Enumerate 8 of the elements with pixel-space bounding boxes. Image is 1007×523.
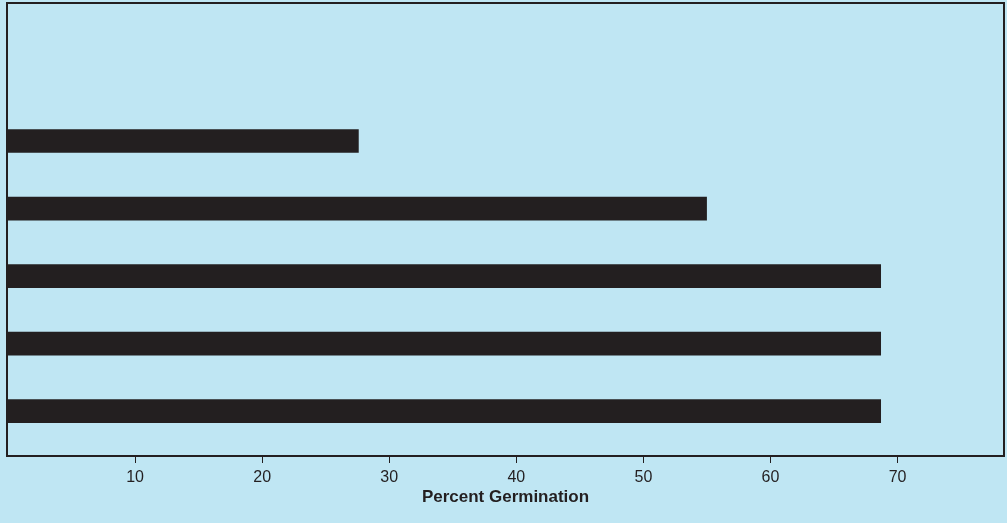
- x-tick-label: 30: [380, 467, 399, 485]
- x-tick-label: 10: [126, 467, 145, 485]
- x-tick-label: 40: [507, 467, 526, 485]
- x-tick-label: 70: [888, 467, 907, 485]
- x-tick-label: 60: [761, 467, 780, 485]
- x-tick-label: 50: [634, 467, 653, 485]
- x-axis-title: Percent Germination: [421, 486, 590, 506]
- x-tick-label: 20: [253, 467, 272, 485]
